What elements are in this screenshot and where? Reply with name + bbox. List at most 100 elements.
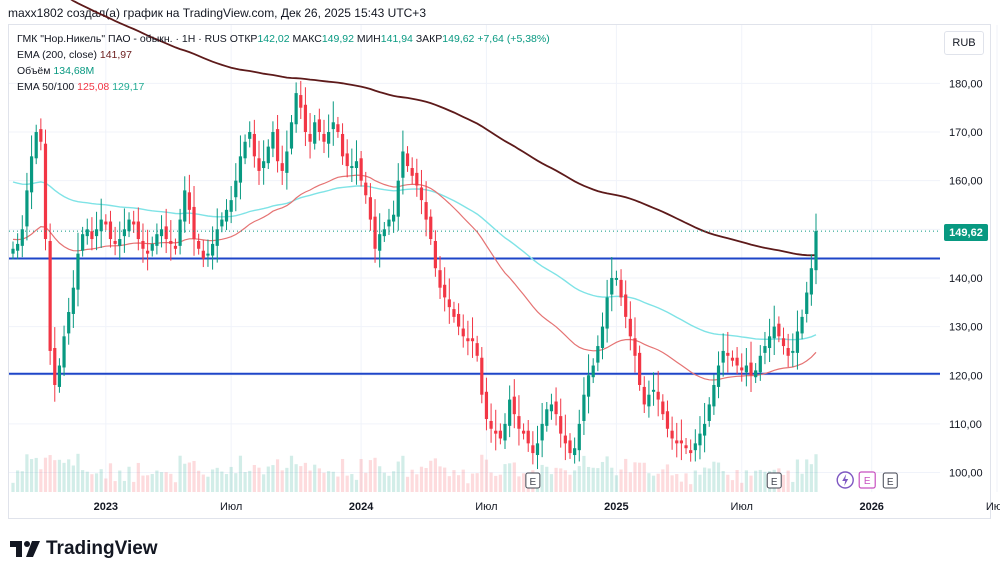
volume-bar xyxy=(146,475,150,492)
candle-body xyxy=(568,440,572,454)
x-tick-label: Июл xyxy=(731,501,753,513)
candle-body xyxy=(29,156,34,193)
candle-body xyxy=(716,365,721,387)
candle-body xyxy=(512,396,516,415)
volume-bar xyxy=(656,473,660,492)
candle-body xyxy=(545,409,549,426)
chart-frame xyxy=(8,24,991,519)
tradingview-logo[interactable]: TradingView xyxy=(10,538,158,560)
volume-bar xyxy=(559,468,563,492)
volume-bar xyxy=(410,469,414,492)
volume-bar xyxy=(665,464,670,492)
candle-body xyxy=(707,404,711,421)
candle-body xyxy=(303,104,308,133)
candle-body xyxy=(39,129,43,142)
earnings-marker-label: E xyxy=(887,477,894,488)
y-tick-label: 110,00 xyxy=(949,419,982,431)
candle-body xyxy=(647,394,651,407)
volume-bar xyxy=(132,481,136,492)
volume-bar xyxy=(684,473,688,492)
volume-bar xyxy=(85,471,89,492)
volume-bar xyxy=(220,471,224,492)
candle-body xyxy=(693,443,697,451)
volume-bar xyxy=(364,472,368,492)
volume-bar xyxy=(48,455,52,492)
candle-body xyxy=(90,231,94,240)
volume-bar xyxy=(540,464,544,492)
volume-bar xyxy=(108,463,113,492)
legend-change: +7,64 (+5,38%) xyxy=(477,33,550,45)
candle-body xyxy=(257,158,261,171)
legend-volume-row: Объём 134,68M xyxy=(17,63,550,79)
candle-body xyxy=(322,133,326,142)
candle-body xyxy=(470,338,475,342)
volume-bar xyxy=(433,458,437,492)
volume-bar xyxy=(392,471,396,492)
candle-body xyxy=(754,370,758,378)
dividend-icon xyxy=(858,471,876,489)
candle-body xyxy=(535,443,540,456)
candle-body xyxy=(526,430,530,444)
volume-bar xyxy=(257,467,261,492)
candle-body xyxy=(665,411,670,429)
y-tick-label: 170,00 xyxy=(949,127,983,139)
candle-body xyxy=(313,122,317,144)
tradingview-logo-text: TradingView xyxy=(46,538,158,559)
candle-body xyxy=(703,423,707,436)
candle-body xyxy=(600,326,605,349)
candle-body xyxy=(475,343,479,356)
candle-body xyxy=(127,219,131,232)
candle-body xyxy=(679,440,683,444)
volume-bar xyxy=(447,476,451,492)
candle-body xyxy=(187,192,191,210)
candle-body xyxy=(146,250,150,254)
candle-body xyxy=(48,240,52,351)
candle-body xyxy=(758,355,762,373)
volume-bar xyxy=(624,458,628,492)
volume-bar xyxy=(159,472,164,492)
volume-bar xyxy=(169,473,173,492)
y-tick-label: 100,00 xyxy=(949,468,983,480)
candle-body xyxy=(651,389,656,392)
candle-body xyxy=(271,132,275,149)
legend-high: 149,92 xyxy=(321,33,354,45)
candle-body xyxy=(299,95,303,108)
candle-body xyxy=(498,430,502,439)
volume-bar xyxy=(275,459,280,492)
legend-close: 149,62 xyxy=(442,33,475,45)
candle-body xyxy=(373,216,377,249)
volume-bar xyxy=(340,458,345,492)
volume-bar xyxy=(800,473,804,492)
candle-body xyxy=(81,234,85,251)
earnings-marker xyxy=(882,472,898,489)
volume-bar xyxy=(243,472,247,492)
candle-body xyxy=(340,133,345,157)
candle-body xyxy=(795,331,800,353)
candle-body xyxy=(94,229,99,237)
candle-body xyxy=(767,336,772,349)
volume-bar xyxy=(67,459,71,492)
ema-100-line xyxy=(12,181,817,341)
volume-bar xyxy=(545,466,549,492)
volume-bar xyxy=(401,455,405,492)
volume-bar xyxy=(503,464,507,492)
volume-bar xyxy=(234,473,238,492)
candle-body xyxy=(712,384,716,407)
x-tick-label: 2026 xyxy=(859,501,883,513)
currency-button[interactable]: RUB xyxy=(944,31,984,55)
volume-bar xyxy=(317,468,321,492)
candle-body xyxy=(614,277,619,280)
volume-bar xyxy=(661,469,665,492)
candle-body xyxy=(433,240,437,269)
candle-body xyxy=(443,284,447,298)
volume-bar xyxy=(187,462,191,492)
candle-body xyxy=(456,313,461,327)
candle-body xyxy=(410,168,414,176)
legend-open-label: ОТКР xyxy=(229,33,258,45)
candle-body xyxy=(108,221,113,240)
y-tick-label: 120,00 xyxy=(949,370,983,382)
legend-symbol: ГМК "Нор.Никель" ПАО - обыкн. · 1Н · RUS xyxy=(17,33,227,45)
candle-body xyxy=(730,357,735,361)
candle-body xyxy=(57,365,62,387)
